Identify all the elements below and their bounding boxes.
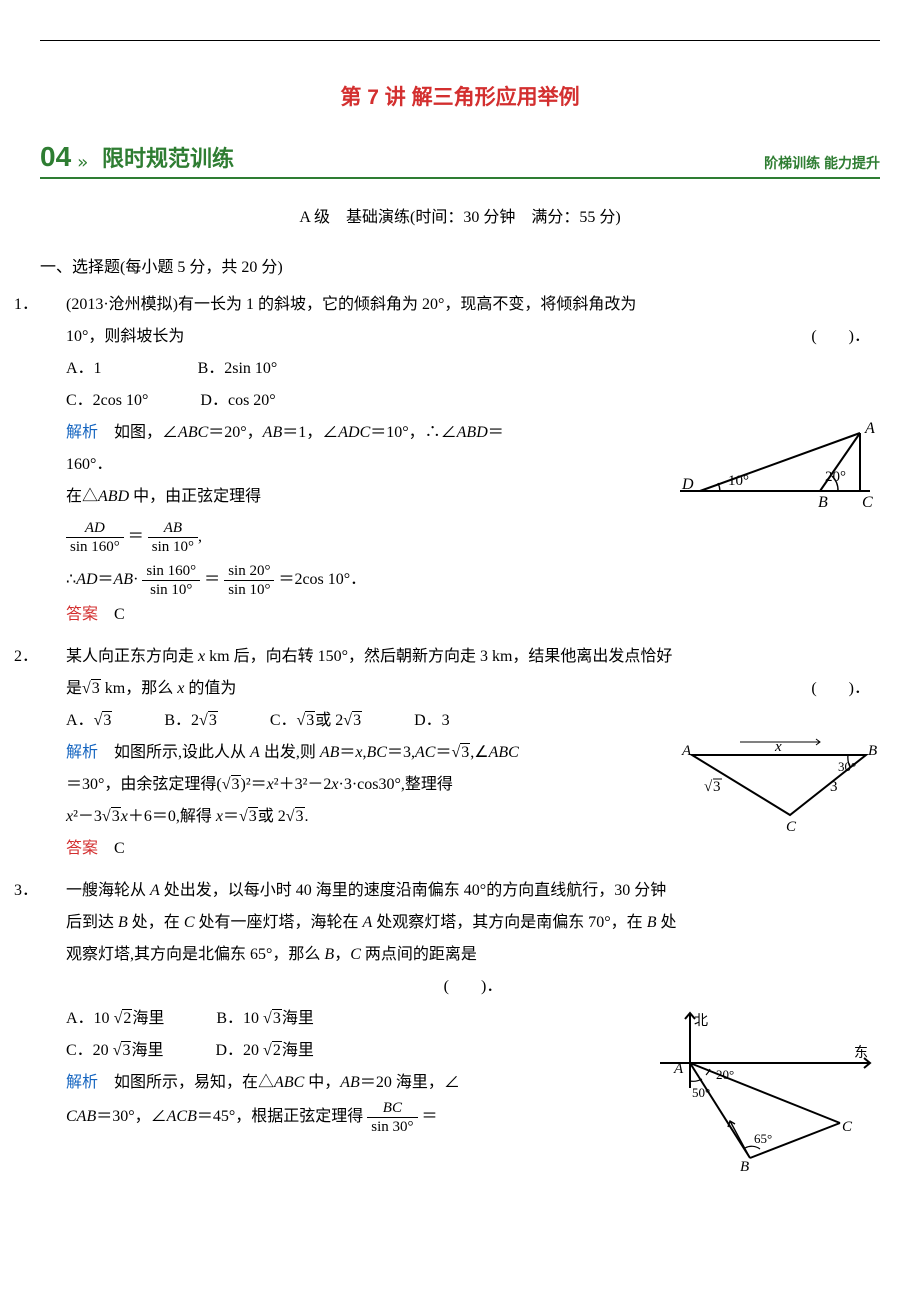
q3-opt-d: D．20 2海里 xyxy=(215,1035,313,1067)
q1-options-row1: A．1 B．2sin 10° xyxy=(66,353,880,385)
q1-fig-A: A xyxy=(864,421,875,437)
q1-sol-eq1: ADsin 160° ＝ ABsin 10°, xyxy=(66,519,880,556)
svg-text:30°: 30° xyxy=(838,759,856,774)
q3-figure: 北 东 A B C 50° 20° 65° xyxy=(630,1003,880,1185)
q2-opt-c: C．3或 23 xyxy=(270,705,362,737)
svg-text:B: B xyxy=(740,1159,749,1173)
problem-3: 3．一艘海轮从 A 处出发，以每小时 40 海里的速度沿南偏东 40°的方向直线… xyxy=(40,875,880,1185)
q2-paren: ( )． xyxy=(811,673,870,705)
svg-text:C: C xyxy=(842,1119,853,1135)
q1-fig-D: D xyxy=(681,476,694,493)
svg-text:3: 3 xyxy=(713,779,721,795)
q3-stem-line3: 观察灯塔,其方向是北偏东 65°，那么 B，C 两点间的距离是 xyxy=(66,939,880,971)
q1-opt-b: B．2sin 10° xyxy=(198,353,278,385)
svg-text:东: 东 xyxy=(854,1045,868,1061)
svg-text:20°: 20° xyxy=(716,1067,734,1082)
q2-opt-b: B．23 xyxy=(164,705,217,737)
q1-options-row2: C．2cos 10° D．cos 20° xyxy=(66,385,880,417)
section-title: 限时规范训练 xyxy=(102,141,234,173)
q3-opt-a: A．10 2海里 xyxy=(66,1003,164,1035)
page-title: 第 7 讲 解三角形应用举例 xyxy=(40,81,880,111)
svg-text:A: A xyxy=(681,743,692,759)
svg-text:50°: 50° xyxy=(692,1085,710,1100)
q3-opt-b: B．10 3海里 xyxy=(216,1003,313,1035)
q1-fig-B: B xyxy=(818,494,828,511)
q1-figure: A B C D 10° 20° xyxy=(670,421,880,523)
q1-opt-d: D．cos 20° xyxy=(200,385,275,417)
svg-text:A: A xyxy=(673,1061,684,1077)
q1-paren: ( )． xyxy=(811,321,870,353)
svg-text:C: C xyxy=(786,819,797,835)
svg-text:3: 3 xyxy=(830,779,838,795)
svg-text:北: 北 xyxy=(694,1013,708,1029)
q2-figure: A B C x 30° 3 √ 3 xyxy=(680,737,880,849)
q3-paren-row: ( )． xyxy=(66,971,880,1003)
q1-fig-10: 10° xyxy=(728,473,749,489)
q3-stem-B: 3．一艘海轮从 A 处出发，以每小时 40 海里的速度沿南偏东 40°的方向直线… xyxy=(66,875,880,907)
q3-opt-c: C．20 3海里 xyxy=(66,1035,163,1067)
q1-stem-line2: 10°，则斜坡长为 ( )． xyxy=(66,321,880,353)
svg-text:65°: 65° xyxy=(754,1131,772,1146)
q3-stem-line2: 后到达 B 处，在 C 处有一座灯塔，海轮在 A 处观察灯塔，其方向是南偏东 7… xyxy=(66,907,880,939)
group-heading: 一、选择题(每小题 5 分，共 20 分) xyxy=(40,253,880,277)
svg-text:x: x xyxy=(774,739,782,755)
section-bar: 04 » 限时规范训练 阶梯训练 能力提升 xyxy=(40,141,880,179)
section-subtitle: 阶梯训练 能力提升 xyxy=(764,153,880,173)
q1-opt-a: A．1 xyxy=(66,353,102,385)
level-line: A 级 基础演练(时间：30 分钟 满分：55 分) xyxy=(40,203,880,227)
q1-answer: 答案 C xyxy=(66,599,880,631)
svg-text:√: √ xyxy=(704,779,713,795)
q1-fig-20: 20° xyxy=(825,469,846,485)
q2-opt-d: D．3 xyxy=(414,705,450,737)
section-arrows-icon: » xyxy=(77,152,88,173)
svg-text:B: B xyxy=(868,743,877,759)
problem-1: 1．(2013·沧州模拟)有一长为 1 的斜坡，它的倾斜角为 20°，现高不变，… xyxy=(40,289,880,631)
q2-stem-line2: 是3 km，那么 x 的值为 ( )． xyxy=(66,673,880,705)
q2-stem-line1: 2．某人向正东方向走 x km 后，向右转 150°，然后朝新方向走 3 km，… xyxy=(66,641,880,673)
q2-options: A．3 B．23 C．3或 23 D．3 xyxy=(66,705,880,737)
q2-opt-a: A．3 xyxy=(66,705,112,737)
section-num: 04 xyxy=(40,141,71,173)
q1-sol-eq2: ∴AD＝AB· sin 160°sin 10° ＝ sin 20°sin 10°… xyxy=(66,562,880,599)
top-rule xyxy=(40,40,880,41)
q1-opt-c: C．2cos 10° xyxy=(66,385,148,417)
q1-stem-line1: 1．(2013·沧州模拟)有一长为 1 的斜坡，它的倾斜角为 20°，现高不变，… xyxy=(66,289,880,321)
q1-fig-C: C xyxy=(862,494,873,511)
problem-2: 2．某人向正东方向走 x km 后，向右转 150°，然后朝新方向走 3 km，… xyxy=(40,641,880,865)
